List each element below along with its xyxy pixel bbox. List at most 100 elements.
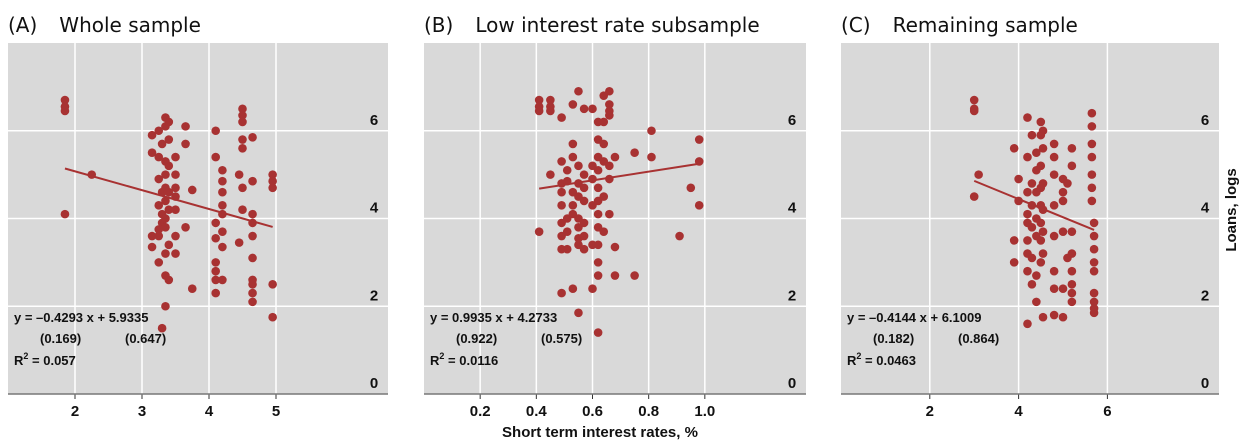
- data-point: [974, 170, 983, 179]
- data-point: [675, 231, 684, 241]
- data-point: [630, 148, 639, 157]
- data-point: [593, 271, 603, 280]
- data-point: [164, 117, 174, 127]
- panel-3: (C) Remaining sample 2 4 6 0 2 4 6 y = –0.4144 x …: [841, 13, 1219, 420]
- std-error-intercept: (0.864): [958, 331, 999, 346]
- data-point: [211, 266, 220, 276]
- y-tick-label: 2: [1201, 287, 1209, 304]
- data-point: [1089, 288, 1099, 298]
- data-point: [60, 95, 70, 105]
- data-point: [562, 165, 572, 175]
- data-point: [218, 176, 227, 186]
- data-point: [154, 201, 164, 210]
- data-point: [248, 209, 257, 219]
- data-point: [154, 231, 164, 241]
- data-point: [218, 165, 227, 175]
- data-point: [610, 152, 620, 162]
- data-point: [248, 280, 257, 289]
- data-point: [164, 240, 174, 250]
- data-point: [694, 135, 704, 144]
- x-tick-label: 2: [71, 403, 79, 420]
- data-point: [574, 308, 583, 318]
- panel-label: (C): [841, 13, 871, 37]
- data-point: [588, 284, 597, 294]
- data-point: [1009, 258, 1019, 267]
- data-point: [248, 297, 257, 307]
- data-point: [593, 240, 603, 250]
- y-tick-label: 4: [370, 200, 379, 217]
- data-point: [147, 231, 157, 241]
- regression-line: [538, 162, 700, 190]
- data-point: [534, 106, 544, 116]
- regression-equation: y = –0.4144 x + 6.1009: [847, 310, 981, 325]
- data-point: [1067, 227, 1077, 236]
- data-point: [164, 187, 174, 197]
- regression-line: [64, 167, 273, 228]
- std-error-slope: (0.922): [456, 331, 497, 346]
- data-point: [579, 104, 589, 114]
- data-point: [579, 196, 589, 206]
- data-point: [187, 284, 197, 294]
- data-point: [1087, 183, 1097, 193]
- data-point: [1032, 148, 1041, 157]
- data-point: [1067, 144, 1077, 153]
- y-tick-label: 0: [370, 375, 378, 392]
- data-point: [1023, 266, 1032, 276]
- data-point: [579, 218, 589, 228]
- data-point: [164, 205, 174, 215]
- data-point: [969, 95, 979, 105]
- std-error-slope: (0.169): [40, 331, 81, 346]
- y-tick-label: 4: [1201, 200, 1210, 217]
- data-point: [1089, 218, 1099, 228]
- data-point: [154, 225, 164, 234]
- data-point: [234, 238, 244, 247]
- data-point: [1087, 139, 1097, 149]
- data-point: [593, 165, 603, 175]
- data-point: [1023, 236, 1032, 245]
- data-point: [154, 126, 164, 136]
- data-point: [1049, 266, 1059, 276]
- data-point: [171, 170, 180, 179]
- data-point: [568, 152, 578, 162]
- data-point: [238, 205, 247, 215]
- data-point: [211, 275, 220, 285]
- y-tick-label: 0: [788, 375, 796, 392]
- data-point: [171, 183, 180, 193]
- data-point: [218, 275, 227, 285]
- r-squared: R2 = 0.0116: [430, 351, 498, 368]
- data-point: [694, 201, 704, 210]
- std-error-slope: (0.182): [873, 331, 914, 346]
- data-point: [1063, 179, 1072, 188]
- data-point: [579, 183, 589, 193]
- data-point: [248, 176, 257, 186]
- data-point: [1049, 139, 1059, 149]
- data-point: [268, 183, 277, 193]
- data-point: [579, 170, 589, 179]
- panel-title-text: Remaining sample: [893, 13, 1078, 37]
- data-point: [147, 242, 157, 252]
- data-point: [562, 227, 572, 236]
- data-point: [605, 100, 614, 109]
- x-tick-label: 0.6: [582, 403, 603, 420]
- data-point: [1058, 187, 1068, 197]
- data-point: [1067, 266, 1077, 276]
- data-point: [1058, 312, 1068, 322]
- data-point: [161, 214, 170, 223]
- panel-title: (C) Remaining sample: [841, 13, 1078, 37]
- regression-line: [973, 179, 1095, 231]
- data-point: [218, 242, 227, 252]
- y-tick-label: 2: [370, 287, 378, 304]
- data-point: [1049, 310, 1059, 320]
- y-tick-label: 4: [788, 200, 797, 217]
- data-point: [161, 170, 170, 179]
- data-point: [1067, 249, 1077, 258]
- data-point: [1089, 308, 1099, 318]
- data-point: [593, 258, 603, 267]
- data-point: [1089, 231, 1099, 241]
- data-point: [60, 106, 70, 116]
- panel-title: (A) Whole sample: [8, 13, 201, 37]
- data-point: [171, 152, 180, 162]
- data-point: [154, 174, 164, 184]
- data-point: [157, 323, 167, 333]
- panel-label: (A): [8, 13, 37, 37]
